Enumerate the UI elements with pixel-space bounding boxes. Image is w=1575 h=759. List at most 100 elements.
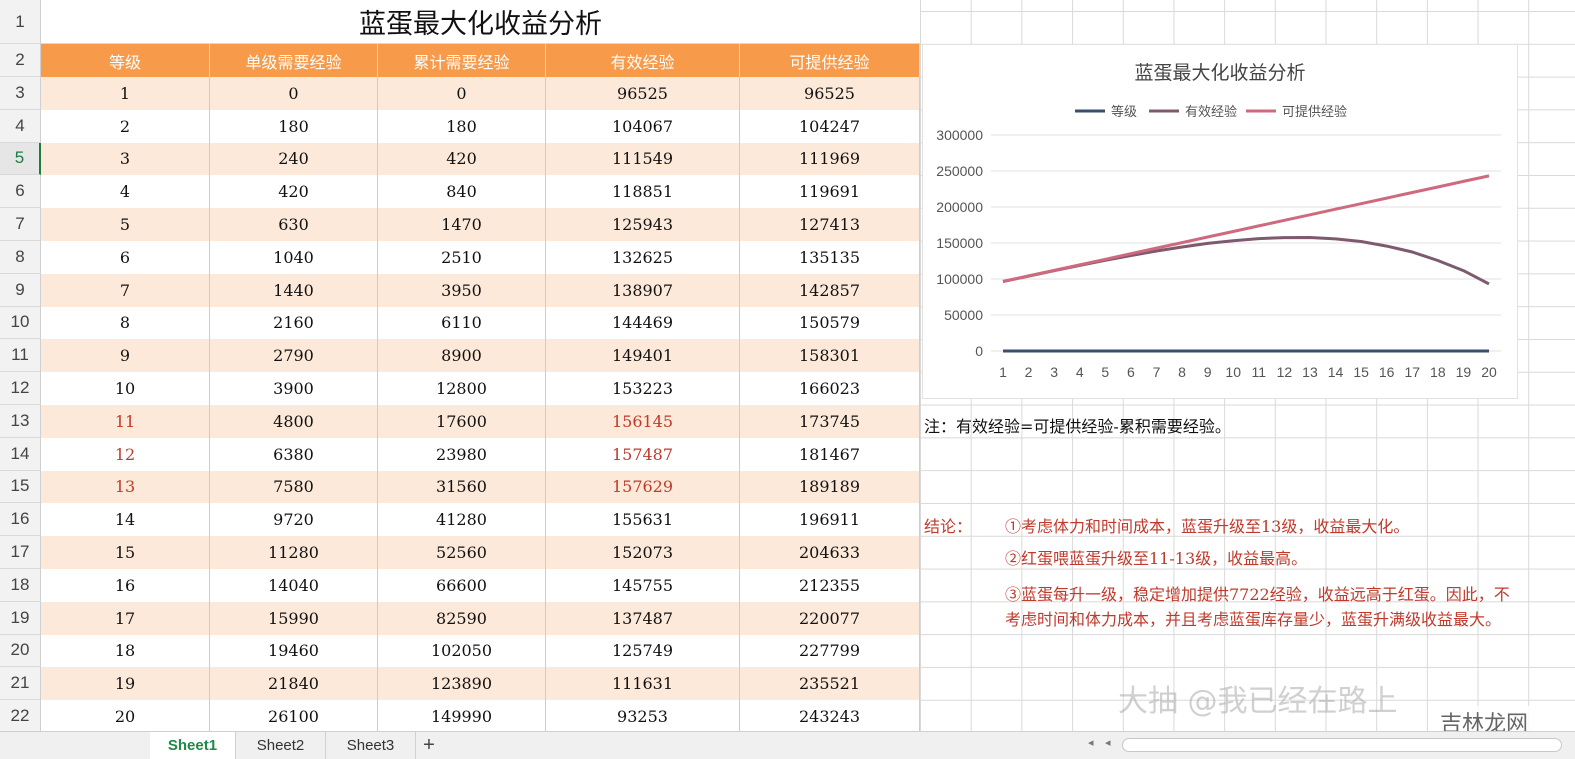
- table-cell[interactable]: 144469: [546, 306, 740, 340]
- table-cell[interactable]: 17600: [378, 405, 546, 438]
- row-number[interactable]: 19: [0, 601, 41, 635]
- table-cell[interactable]: 6380: [210, 437, 378, 471]
- table-cell[interactable]: 26100: [210, 700, 378, 731]
- table-cell[interactable]: 11280: [210, 536, 378, 569]
- table-cell[interactable]: 5: [41, 208, 210, 241]
- table-cell[interactable]: 111969: [740, 142, 920, 176]
- table-cell[interactable]: 31560: [378, 470, 546, 504]
- scroll-left-icon[interactable]: ◂: [1088, 737, 1094, 749]
- table-cell[interactable]: 17: [41, 601, 210, 635]
- table-cell[interactable]: 420: [378, 142, 546, 176]
- table-cell[interactable]: 6: [41, 241, 210, 274]
- table-cell[interactable]: 145755: [546, 569, 740, 602]
- table-cell[interactable]: 41280: [378, 503, 546, 537]
- table-cell[interactable]: 4: [41, 175, 210, 209]
- row-number[interactable]: 1: [0, 0, 41, 44]
- table-cell[interactable]: 138907: [546, 273, 740, 307]
- row-number[interactable]: 20: [0, 634, 41, 668]
- table-cell[interactable]: 1040: [210, 241, 378, 274]
- table-cell[interactable]: 8900: [378, 339, 546, 373]
- table-cell[interactable]: 96525: [740, 77, 920, 110]
- table-cell[interactable]: 52560: [378, 536, 546, 569]
- row-number[interactable]: 16: [0, 503, 41, 537]
- row-number[interactable]: 12: [0, 372, 41, 405]
- column-header[interactable]: 单级需要经验: [210, 44, 378, 77]
- table-cell[interactable]: 0: [210, 77, 378, 110]
- row-number[interactable]: 2: [0, 44, 41, 77]
- table-cell[interactable]: 173745: [740, 405, 920, 438]
- table-cell[interactable]: 204633: [740, 536, 920, 569]
- table-cell[interactable]: 127413: [740, 208, 920, 241]
- table-cell[interactable]: 189189: [740, 470, 920, 504]
- table-cell[interactable]: 3: [41, 142, 210, 176]
- table-cell[interactable]: 8: [41, 306, 210, 340]
- table-cell[interactable]: 150579: [740, 306, 920, 340]
- table-cell[interactable]: 9720: [210, 503, 378, 537]
- row-number[interactable]: 4: [0, 109, 41, 143]
- row-number[interactable]: 8: [0, 241, 41, 274]
- horizontal-scrollbar[interactable]: [1122, 738, 1562, 752]
- table-cell[interactable]: 82590: [378, 601, 546, 635]
- table-cell[interactable]: 1470: [378, 208, 546, 241]
- table-cell[interactable]: 0: [378, 77, 546, 110]
- table-cell[interactable]: 196911: [740, 503, 920, 537]
- table-cell[interactable]: 1440: [210, 273, 378, 307]
- table-cell[interactable]: 240: [210, 142, 378, 176]
- table-cell[interactable]: 152073: [546, 536, 740, 569]
- table-cell[interactable]: 12800: [378, 372, 546, 405]
- column-header[interactable]: 有效经验: [546, 44, 740, 77]
- table-cell[interactable]: 135135: [740, 241, 920, 274]
- table-cell[interactable]: 111631: [546, 667, 740, 701]
- table-cell[interactable]: 16: [41, 569, 210, 602]
- table-cell[interactable]: 111549: [546, 142, 740, 176]
- table-cell[interactable]: 3950: [378, 273, 546, 307]
- table-cell[interactable]: 11: [41, 405, 210, 438]
- table-cell[interactable]: 181467: [740, 437, 920, 471]
- table-cell[interactable]: 93253: [546, 700, 740, 731]
- table-cell[interactable]: 153223: [546, 372, 740, 405]
- row-number[interactable]: 7: [0, 208, 41, 241]
- table-cell[interactable]: 118851: [546, 175, 740, 209]
- table-cell[interactable]: 180: [378, 109, 546, 143]
- row-number[interactable]: 18: [0, 569, 41, 602]
- table-cell[interactable]: 157629: [546, 470, 740, 504]
- row-number[interactable]: 21: [0, 667, 41, 701]
- add-sheet-button[interactable]: +: [423, 733, 435, 756]
- table-cell[interactable]: 220077: [740, 601, 920, 635]
- table-cell[interactable]: 243243: [740, 700, 920, 731]
- table-cell[interactable]: 21840: [210, 667, 378, 701]
- column-header[interactable]: 等级: [41, 44, 210, 77]
- table-cell[interactable]: 18: [41, 634, 210, 668]
- row-number[interactable]: 14: [0, 437, 41, 471]
- column-header[interactable]: 可提供经验: [740, 44, 920, 77]
- table-cell[interactable]: 123890: [378, 667, 546, 701]
- table-cell[interactable]: 1: [41, 77, 210, 110]
- table-cell[interactable]: 155631: [546, 503, 740, 537]
- table-cell[interactable]: 235521: [740, 667, 920, 701]
- table-cell[interactable]: 15990: [210, 601, 378, 635]
- table-cell[interactable]: 12: [41, 437, 210, 471]
- row-number[interactable]: 10: [0, 306, 41, 340]
- tab-sheet2[interactable]: Sheet2: [236, 732, 326, 759]
- line-chart[interactable]: 蓝蛋最大化收益分析 等级 有效经验 可提供经验 0 50000 100000 150000 20…: [922, 44, 1518, 399]
- table-cell[interactable]: 212355: [740, 569, 920, 602]
- row-number[interactable]: 15: [0, 470, 41, 504]
- table-cell[interactable]: 180: [210, 109, 378, 143]
- table-cell[interactable]: 10: [41, 372, 210, 405]
- row-number[interactable]: 22: [0, 700, 41, 731]
- table-cell[interactable]: 119691: [740, 175, 920, 209]
- table-cell[interactable]: 66600: [378, 569, 546, 602]
- table-cell[interactable]: 125749: [546, 634, 740, 668]
- sheet-title[interactable]: 蓝蛋最大化收益分析: [41, 0, 920, 44]
- table-cell[interactable]: 104067: [546, 109, 740, 143]
- row-number[interactable]: 13: [0, 405, 41, 438]
- table-cell[interactable]: 420: [210, 175, 378, 209]
- table-cell[interactable]: 19: [41, 667, 210, 701]
- table-cell[interactable]: 166023: [740, 372, 920, 405]
- column-header[interactable]: 累计需要经验: [378, 44, 546, 77]
- row-number[interactable]: 9: [0, 273, 41, 307]
- row-number[interactable]: 6: [0, 175, 41, 209]
- table-cell[interactable]: 6110: [378, 306, 546, 340]
- tab-sheet3[interactable]: Sheet3: [326, 732, 416, 759]
- table-cell[interactable]: 2510: [378, 241, 546, 274]
